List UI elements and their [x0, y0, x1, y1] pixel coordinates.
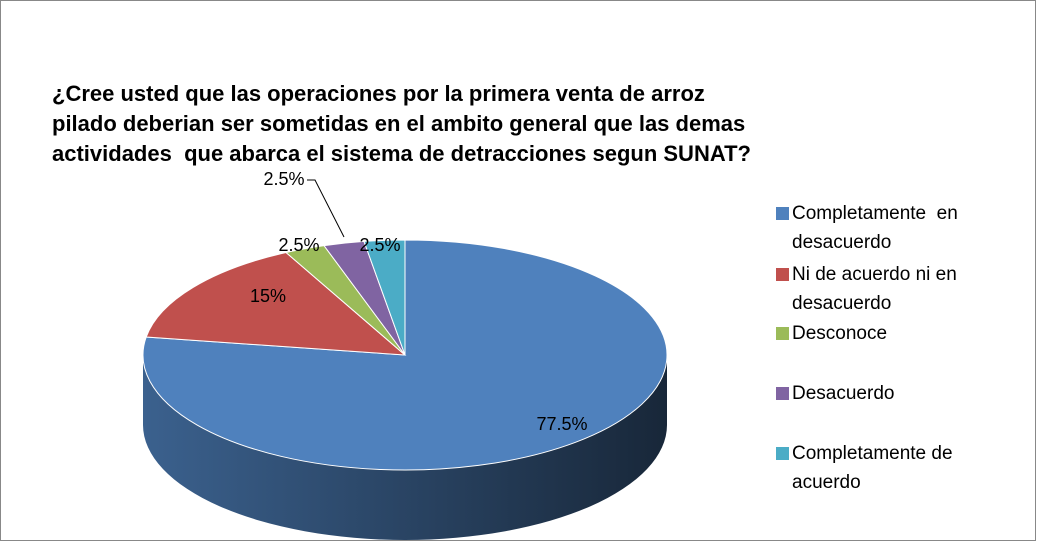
legend-swatch — [776, 447, 789, 460]
legend-item: Desacuerdo — [792, 383, 895, 404]
legend-item: Desconoce — [792, 323, 888, 344]
legend-swatch — [776, 268, 789, 281]
legend-swatch — [776, 207, 789, 220]
pie-slice — [142, 239, 668, 471]
legend-label: Ni de acuerdo ni en desacuerdo — [792, 264, 963, 314]
data-label: 77.5% — [536, 414, 587, 434]
pie-slice — [145, 251, 407, 356]
legend-item: Completamente en desacuerdo — [792, 203, 964, 253]
chart-title: pilado deberian ser sometidas en el ambi… — [52, 111, 745, 136]
legend-item: Ni de acuerdo ni en desacuerdo — [792, 264, 963, 314]
legend-label: Completamente en desacuerdo — [792, 203, 964, 253]
legend-label: Desconoce — [792, 323, 888, 344]
chart-title: actividades que abarca el sistema de det… — [52, 141, 751, 166]
pie-side — [143, 355, 667, 540]
legend-swatch — [776, 327, 789, 340]
chart-title: ¿Cree usted que las operaciones por la p… — [52, 81, 705, 106]
data-label: 15% — [250, 286, 286, 306]
data-label: 2.5% — [278, 235, 319, 255]
legend-item: Completamente de acuerdo — [792, 443, 958, 493]
legend-swatch — [776, 387, 789, 400]
data-label: 2.5% — [359, 235, 400, 255]
leader-line — [307, 179, 345, 238]
legend-label: Desacuerdo — [792, 383, 895, 404]
pie-slice — [363, 239, 406, 356]
data-label: 2.5% — [263, 169, 304, 189]
legend-label: Completamente de acuerdo — [792, 443, 958, 493]
